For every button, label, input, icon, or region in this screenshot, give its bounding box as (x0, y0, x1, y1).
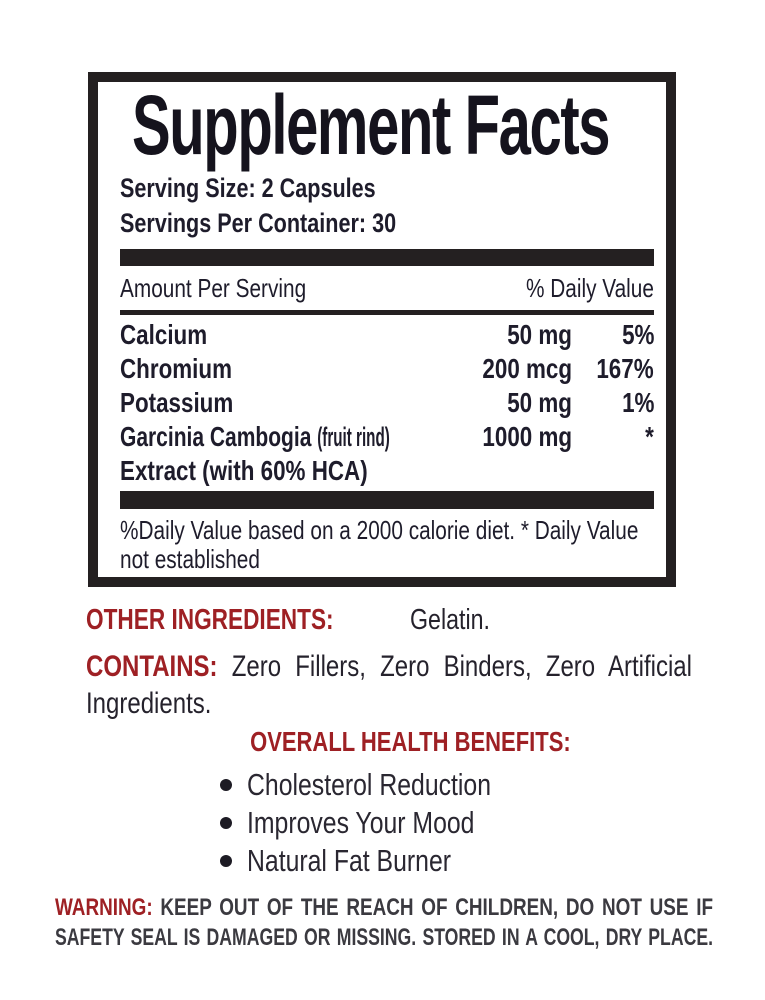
table-header: Amount Per Serving % Daily Value (120, 266, 654, 310)
nutrient-amount: 50 mg (507, 387, 572, 418)
benefit-text: Natural Fat Burner (247, 843, 451, 878)
column-header-daily-value: % Daily Value (526, 272, 654, 303)
table-row-calcium: Calcium 50 mg 5% (120, 318, 654, 352)
footnote-line-1: %Daily Value based on a 2000 calorie die… (120, 515, 639, 545)
nutrient-name: Calcium (120, 319, 208, 350)
warning-text-2: SAFETY SEAL IS DAMAGED OR MISSING. STORE… (55, 924, 714, 951)
warning-section: WARNING: KEEP OUT OF THE REACH OF CHILDR… (55, 893, 713, 953)
table-row-potassium: Potassium 50 mg 1% (120, 386, 654, 420)
servings-per-container: Servings Per Container: 30 (120, 208, 397, 238)
panel-title-text: Supplement Facts (132, 78, 611, 172)
contains-line-1: CONTAINS: Zero Fillers, Zero Binders, Ze… (86, 648, 692, 685)
benefits-list: Cholesterol Reduction Improves Your Mood… (150, 766, 670, 880)
nutrient-table: Calcium 50 mg 5% Chromium 200 mcg 167% P… (120, 315, 654, 488)
contains-section: CONTAINS: Zero Fillers, Zero Binders, Ze… (86, 648, 692, 722)
nutrient-amount: 200 mcg (482, 353, 573, 384)
nutrient-amount: 50 mg (507, 319, 572, 350)
nutrient-dv: 1% (621, 387, 654, 418)
nutrient-name-note: (fruit rind) (317, 422, 390, 452)
divider-bar-top (120, 249, 654, 266)
serving-size: Serving Size: 2 Capsules (120, 173, 376, 203)
nutrient-name: Garcinia Cambogia (120, 421, 312, 452)
nutrient-amount: 1000 mg (482, 421, 573, 452)
benefit-text: Improves Your Mood (247, 805, 475, 840)
serving-info: Serving Size: 2 Capsules Servings Per Co… (120, 171, 654, 241)
warning-text-1: KEEP OUT OF THE REACH OF CHILDREN, DO NO… (160, 894, 713, 921)
supplement-facts-panel: Supplement Facts Serving Size: 2 Capsule… (88, 72, 676, 587)
table-row-garcinia-continued: Extract (with 60% HCA) (120, 454, 654, 488)
bullet-icon (220, 855, 232, 867)
table-row-garcinia: Garcinia Cambogia (fruit rind) 1000 mg * (120, 420, 654, 454)
other-ingredients-label: OTHER INGREDIENTS: (86, 604, 334, 636)
nutrient-name: Potassium (120, 387, 234, 418)
bullet-icon (220, 817, 232, 829)
list-item: Improves Your Mood (220, 804, 670, 842)
warning-label: WARNING: (55, 894, 153, 921)
header-rule (120, 310, 654, 315)
nutrient-dv: 5% (621, 319, 654, 350)
divider-bar-bottom (120, 491, 654, 509)
other-ingredients-value: Gelatin. (410, 604, 491, 636)
nutrient-name: Extract (with 60% HCA) (120, 455, 368, 486)
list-item: Natural Fat Burner (220, 842, 670, 880)
footnote-line-2: not established (120, 544, 260, 574)
nutrient-dv: 167% (596, 353, 654, 384)
contains-label: CONTAINS: (86, 650, 218, 683)
warning-line-2: SAFETY SEAL IS DAMAGED OR MISSING. STORE… (55, 923, 713, 953)
health-benefits-section: OVERALL HEALTH BENEFITS: Cholesterol Red… (150, 726, 670, 880)
nutrient-name: Chromium (120, 353, 232, 384)
benefit-text: Cholesterol Reduction (247, 767, 492, 802)
daily-value-footnote: %Daily Value based on a 2000 calorie die… (120, 516, 654, 574)
panel-title: Supplement Facts (132, 78, 654, 172)
column-header-amount: Amount Per Serving (120, 272, 307, 303)
contains-text: Zero Fillers, Zero Binders, Zero Artific… (231, 650, 692, 683)
bullet-icon (220, 779, 232, 791)
benefits-heading: OVERALL HEALTH BENEFITS: (249, 726, 571, 757)
nutrient-dv: * (645, 421, 654, 452)
table-row-chromium: Chromium 200 mcg 167% (120, 352, 654, 386)
contains-line-2: Ingredients. (86, 687, 212, 720)
other-ingredients-section: OTHER INGREDIENTS: Gelatin. (86, 604, 510, 637)
warning-line-1: WARNING: KEEP OUT OF THE REACH OF CHILDR… (55, 893, 713, 923)
list-item: Cholesterol Reduction (220, 766, 670, 804)
